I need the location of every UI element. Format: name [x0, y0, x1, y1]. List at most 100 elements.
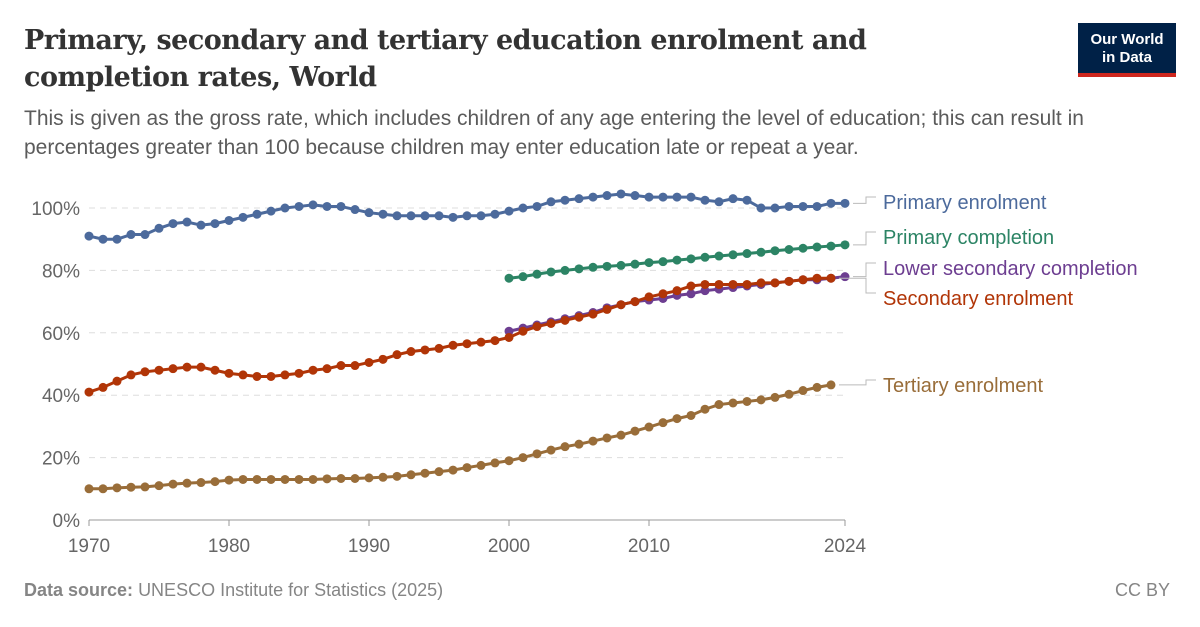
- data-point: [182, 362, 192, 372]
- data-point: [280, 474, 290, 484]
- data-point: [728, 398, 738, 408]
- data-point: [462, 211, 472, 221]
- data-point: [616, 300, 626, 310]
- data-point: [182, 478, 192, 488]
- data-point: [672, 255, 682, 265]
- data-point: [588, 436, 598, 446]
- data-point: [546, 267, 556, 277]
- data-point: [168, 479, 178, 489]
- x-tick-label: 1970: [68, 536, 110, 557]
- data-point: [112, 376, 122, 386]
- data-point: [420, 345, 430, 355]
- data-point: [826, 380, 836, 390]
- data-point: [630, 426, 640, 436]
- data-point: [826, 198, 836, 208]
- data-point: [798, 201, 808, 211]
- data-point: [350, 361, 360, 371]
- data-point: [686, 289, 696, 299]
- data-point: [644, 292, 654, 302]
- data-point: [658, 418, 668, 428]
- data-point: [644, 192, 654, 202]
- data-point: [504, 456, 514, 466]
- data-point: [420, 211, 430, 221]
- data-point: [126, 482, 136, 492]
- data-point: [588, 309, 598, 319]
- data-point: [112, 483, 122, 493]
- data-point: [182, 217, 192, 227]
- chart-title: Primary, secondary and tertiary educatio…: [24, 25, 867, 93]
- data-point: [630, 297, 640, 307]
- data-point: [798, 243, 808, 253]
- data-point: [266, 206, 276, 216]
- data-point: [364, 473, 374, 483]
- data-point: [462, 463, 472, 473]
- data-point: [322, 364, 332, 374]
- data-source: Data source: UNESCO Institute for Statis…: [24, 580, 443, 601]
- data-point: [476, 337, 486, 347]
- data-point: [238, 212, 248, 222]
- data-point: [826, 241, 836, 251]
- data-point: [518, 453, 528, 463]
- data-point: [126, 230, 136, 240]
- data-point: [322, 201, 332, 211]
- data-point: [756, 247, 766, 257]
- label-connector: [839, 379, 876, 386]
- y-tick-label: 0%: [53, 511, 81, 532]
- source-text[interactable]: UNESCO Institute for Statistics (2025): [138, 580, 444, 600]
- data-point: [728, 279, 738, 289]
- data-point: [560, 195, 570, 205]
- data-point: [126, 370, 136, 380]
- label-connector: [839, 277, 876, 294]
- data-point: [448, 212, 458, 222]
- data-point: [798, 386, 808, 396]
- label-connector: [853, 196, 876, 204]
- license[interactable]: CC BY: [1114, 580, 1170, 600]
- data-point: [196, 478, 206, 488]
- series-label: Secondary enrolment: [883, 288, 1074, 310]
- data-point: [532, 322, 542, 332]
- data-point: [728, 194, 738, 204]
- owid-logo[interactable]: Our World in Data: [1078, 23, 1176, 77]
- data-point: [504, 332, 514, 342]
- data-point: [490, 458, 500, 468]
- data-point: [784, 389, 794, 399]
- data-point: [602, 261, 612, 271]
- data-point: [266, 474, 276, 484]
- data-point: [98, 484, 108, 494]
- data-point: [238, 370, 248, 380]
- data-point: [434, 211, 444, 221]
- x-tick-label: 1980: [208, 536, 250, 557]
- data-point: [168, 364, 178, 374]
- data-point: [98, 234, 108, 244]
- y-tick-label: 100%: [31, 199, 80, 220]
- y-tick-label: 60%: [42, 324, 80, 345]
- data-point: [476, 460, 486, 470]
- data-point: [532, 449, 542, 459]
- data-point: [490, 209, 500, 219]
- data-point: [574, 312, 584, 322]
- data-point: [280, 370, 290, 380]
- data-point: [630, 191, 640, 201]
- data-point: [686, 281, 696, 291]
- data-point: [700, 279, 710, 289]
- data-point: [308, 200, 318, 210]
- data-point: [392, 211, 402, 221]
- data-point: [392, 350, 402, 360]
- data-point: [294, 368, 304, 378]
- data-point: [308, 365, 318, 375]
- data-point: [714, 197, 724, 207]
- data-point: [322, 474, 332, 484]
- data-point: [84, 231, 94, 241]
- x-tick-label: 2000: [488, 536, 530, 557]
- data-point: [84, 387, 94, 397]
- data-point: [770, 278, 780, 288]
- data-point: [154, 481, 164, 491]
- data-point: [336, 361, 346, 371]
- label-connector: [853, 231, 876, 246]
- data-point: [238, 474, 248, 484]
- data-point: [406, 347, 416, 357]
- x-tick-label: 2010: [628, 536, 670, 557]
- data-point: [490, 336, 500, 346]
- data-point: [574, 194, 584, 204]
